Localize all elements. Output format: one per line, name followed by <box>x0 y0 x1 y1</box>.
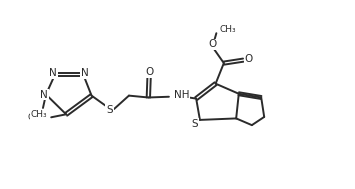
Text: O: O <box>244 54 253 64</box>
Text: CH₃: CH₃ <box>219 25 236 34</box>
Text: N: N <box>81 68 89 78</box>
Text: N: N <box>49 68 57 78</box>
Text: S: S <box>106 105 113 115</box>
Text: S: S <box>191 119 198 129</box>
Text: CH₃: CH₃ <box>27 113 44 122</box>
Text: O: O <box>145 67 153 77</box>
Text: CH₃: CH₃ <box>31 110 48 119</box>
Text: N: N <box>40 90 48 99</box>
Text: O: O <box>208 40 217 50</box>
Text: NH: NH <box>174 90 190 99</box>
